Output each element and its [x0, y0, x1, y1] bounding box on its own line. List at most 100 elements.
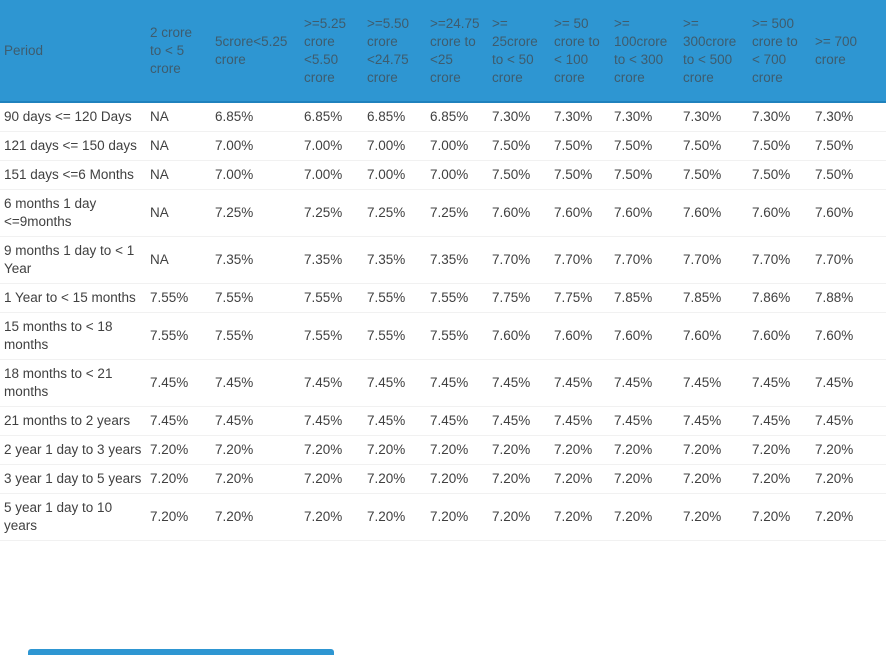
period-cell: 5 year 1 day to 10 years — [0, 493, 148, 541]
rate-cell: 7.20% — [681, 493, 750, 541]
rate-cell: 7.60% — [681, 189, 750, 237]
rate-cell: 7.86% — [750, 283, 813, 313]
rate-cell: 7.30% — [490, 101, 552, 132]
rate-cell: 7.20% — [813, 464, 886, 494]
rate-cell: 7.50% — [612, 160, 681, 190]
table-row: 151 days <=6 Months NA 7.00% 7.00% 7.00% 7.00… — [0, 160, 886, 190]
rate-cell: 7.60% — [681, 312, 750, 360]
rate-cell: 7.60% — [612, 189, 681, 237]
rate-cell: 7.30% — [813, 101, 886, 132]
rate-cell: 7.60% — [552, 312, 612, 360]
rate-cell: 7.00% — [428, 160, 490, 190]
table-row: 6 months 1 day <=9months NA 7.25% 7.25% 7.25… — [0, 189, 886, 237]
column-header-slab-4: >=5.50 crore <24.75 crore — [365, 0, 428, 103]
rate-cell: 7.45% — [213, 359, 302, 407]
rate-cell: 7.45% — [490, 359, 552, 407]
rate-cell: 7.50% — [552, 131, 612, 161]
column-header-slab-11: >= 700 crore — [813, 0, 886, 103]
rate-cell: 7.45% — [365, 406, 428, 436]
rate-cell: 7.60% — [552, 189, 612, 237]
rate-cell: 7.20% — [612, 435, 681, 465]
table-row: 18 months to < 21 months 7.45% 7.45% 7.45% 7… — [0, 359, 886, 407]
rate-cell: 7.20% — [552, 493, 612, 541]
rate-cell: 7.60% — [750, 189, 813, 237]
rate-cell: 7.45% — [428, 406, 490, 436]
rate-cell: 7.20% — [365, 493, 428, 541]
rate-cell: 7.45% — [428, 359, 490, 407]
rate-cell: 7.70% — [612, 236, 681, 284]
rate-cell: 7.20% — [813, 435, 886, 465]
table-row: 5 year 1 day to 10 years 7.20% 7.20% 7.20% 7… — [0, 493, 886, 541]
rate-cell: 7.55% — [428, 312, 490, 360]
rate-cell: 7.25% — [302, 189, 365, 237]
rate-cell: 7.50% — [813, 160, 886, 190]
table-row: 1 Year to < 15 months 7.55% 7.55% 7.55% 7.55… — [0, 283, 886, 313]
rate-cell: 7.55% — [365, 283, 428, 313]
rate-cell: 7.25% — [365, 189, 428, 237]
rate-cell: 6.85% — [213, 101, 302, 132]
deposit-rates-table: Period 2 crore to < 5 crore 5crore<5.25 cr… — [0, 0, 886, 541]
rate-cell: 7.85% — [612, 283, 681, 313]
column-header-period: Period — [0, 0, 148, 103]
rate-cell: 7.50% — [681, 131, 750, 161]
rate-cell: 7.60% — [612, 312, 681, 360]
period-cell: 90 days <= 120 Days — [0, 101, 148, 132]
rate-cell: 7.20% — [148, 435, 213, 465]
table-body: 90 days <= 120 Days NA 6.85% 6.85% 6.85% 6.85… — [0, 101, 886, 541]
rate-cell: 7.20% — [302, 464, 365, 494]
rate-cell: 7.70% — [750, 236, 813, 284]
rate-cell: 7.45% — [148, 406, 213, 436]
rate-cell: 7.20% — [213, 464, 302, 494]
rate-cell: 7.45% — [750, 359, 813, 407]
rate-cell: 7.30% — [612, 101, 681, 132]
rate-cell: 7.60% — [490, 312, 552, 360]
rate-cell: 7.45% — [490, 406, 552, 436]
rate-cell: 7.35% — [302, 236, 365, 284]
rate-cell: 7.85% — [681, 283, 750, 313]
rate-cell: 7.60% — [813, 189, 886, 237]
period-cell: 1 Year to < 15 months — [0, 283, 148, 313]
rate-cell: 7.00% — [365, 131, 428, 161]
period-cell: 15 months to < 18 months — [0, 312, 148, 360]
rate-cell: 7.30% — [681, 101, 750, 132]
rate-cell: 7.45% — [612, 406, 681, 436]
rate-cell: 7.00% — [302, 131, 365, 161]
rate-cell: 7.20% — [365, 464, 428, 494]
period-cell: 151 days <=6 Months — [0, 160, 148, 190]
rate-cell: 7.50% — [681, 160, 750, 190]
rate-cell: 7.45% — [213, 406, 302, 436]
rate-cell: 7.45% — [813, 406, 886, 436]
column-header-slab-10: >= 500 crore to < 700 crore — [750, 0, 813, 103]
rate-cell: 7.55% — [213, 312, 302, 360]
horizontal-scrollbar-thumb[interactable] — [28, 649, 334, 655]
rate-cell: 7.45% — [681, 359, 750, 407]
header-row: Period 2 crore to < 5 crore 5crore<5.25 cr… — [0, 0, 886, 103]
rate-cell: 7.45% — [750, 406, 813, 436]
column-header-slab-8: >= 100crore to < 300 crore — [612, 0, 681, 103]
rate-cell: 7.45% — [552, 359, 612, 407]
rate-cell: 6.85% — [428, 101, 490, 132]
rate-cell: 7.20% — [612, 464, 681, 494]
rate-cell: 7.45% — [365, 359, 428, 407]
rate-cell: 7.20% — [302, 493, 365, 541]
rate-cell: 7.45% — [302, 406, 365, 436]
rate-cell: 7.30% — [552, 101, 612, 132]
rate-cell: 7.45% — [148, 359, 213, 407]
table-row: 2 year 1 day to 3 years 7.20% 7.20% 7.20% 7.… — [0, 435, 886, 465]
rate-cell: 7.35% — [213, 236, 302, 284]
rate-cell: 7.45% — [681, 406, 750, 436]
rate-cell: 7.00% — [428, 131, 490, 161]
rate-cell: 7.20% — [681, 464, 750, 494]
rate-cell: 7.20% — [213, 435, 302, 465]
rate-cell: 7.35% — [428, 236, 490, 284]
rate-cell: 7.20% — [490, 435, 552, 465]
period-cell: 6 months 1 day <=9months — [0, 189, 148, 237]
table-row: 21 months to 2 years 7.45% 7.45% 7.45% 7.45%… — [0, 406, 886, 436]
rate-cell: 7.55% — [213, 283, 302, 313]
rate-cell: 7.35% — [365, 236, 428, 284]
rate-cell: 7.50% — [490, 160, 552, 190]
rate-cell: 7.55% — [148, 283, 213, 313]
period-cell: 121 days <= 150 days — [0, 131, 148, 161]
rate-cell: 7.45% — [813, 359, 886, 407]
rate-cell: 7.20% — [490, 493, 552, 541]
